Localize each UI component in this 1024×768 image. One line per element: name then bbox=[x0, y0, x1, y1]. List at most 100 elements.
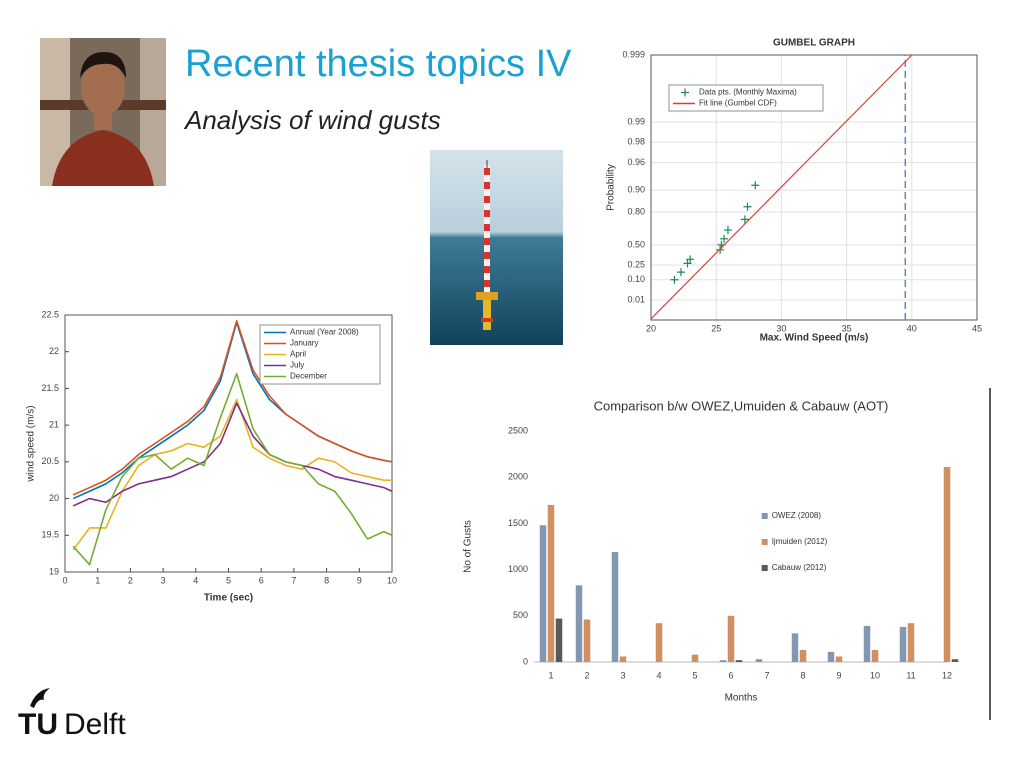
bar bbox=[951, 659, 959, 662]
bar bbox=[943, 467, 951, 662]
mast-photo bbox=[430, 150, 563, 345]
y-tick-label: 0.50 bbox=[627, 239, 645, 249]
x-tick-label: 45 bbox=[972, 323, 982, 333]
x-tick-label: 1 bbox=[95, 575, 100, 585]
x-tick-label: 25 bbox=[711, 323, 721, 333]
x-tick-label: 5 bbox=[692, 670, 697, 680]
logo-delft: Delft bbox=[64, 708, 126, 741]
legend-label: Annual (Year 2008) bbox=[290, 328, 359, 337]
x-tick-label: 20 bbox=[646, 323, 656, 333]
bar bbox=[899, 626, 907, 662]
plot-frame bbox=[650, 54, 978, 321]
y-tick-label: 0.25 bbox=[627, 259, 645, 269]
x-tick-label: 3 bbox=[161, 575, 166, 585]
legend-swatch bbox=[681, 88, 689, 97]
bar bbox=[835, 656, 843, 662]
logo-tu: TU bbox=[18, 708, 58, 741]
legend-label: Data pts. (Monthly Maxima) bbox=[699, 88, 797, 97]
bar bbox=[719, 660, 727, 662]
chart-background bbox=[455, 388, 965, 714]
bar bbox=[799, 649, 807, 662]
x-tick-label: 11 bbox=[906, 670, 915, 680]
legend-swatch bbox=[761, 513, 768, 519]
bar bbox=[735, 660, 743, 662]
x-tick-label: 7 bbox=[291, 575, 296, 585]
x-tick-label: 9 bbox=[357, 575, 362, 585]
x-tick-label: 30 bbox=[776, 323, 786, 333]
bar bbox=[575, 585, 583, 662]
bar bbox=[583, 619, 591, 662]
x-tick-label: 40 bbox=[907, 323, 917, 333]
series-line bbox=[72, 402, 393, 507]
y-tick-label: 20 bbox=[49, 493, 59, 503]
bar bbox=[655, 623, 663, 662]
y-tick-label: 21 bbox=[49, 420, 59, 430]
chart-title: Comparison b/w OWEZ,Umuiden & Cabauw (AO… bbox=[594, 398, 889, 413]
slide-title: Recent thesis topics IV bbox=[185, 43, 572, 85]
logo-flame bbox=[30, 688, 50, 708]
x-tick-label: 5 bbox=[226, 575, 231, 585]
legend-label: OWEZ (2008) bbox=[772, 511, 822, 520]
chart: 0 500 1000 1500 2000 2500 Comparison b/w OWEZ,… bbox=[455, 388, 965, 714]
data-point bbox=[720, 234, 729, 243]
x-tick-label: 4 bbox=[656, 670, 661, 680]
y-tick-label: 19.5 bbox=[41, 530, 59, 540]
y-tick-label: 0.90 bbox=[627, 185, 645, 195]
data-point bbox=[683, 259, 692, 268]
bar bbox=[619, 656, 627, 662]
x-tick-label: 0 bbox=[62, 575, 67, 585]
y-axis-label: Probability bbox=[606, 164, 617, 211]
series-line bbox=[72, 372, 393, 566]
y-tick-label: 19 bbox=[49, 566, 59, 576]
legend-label: Ijmuiden (2012) bbox=[772, 537, 828, 546]
x-tick-label: 10 bbox=[870, 670, 880, 680]
bar bbox=[907, 623, 915, 662]
y-tick-label: 0 bbox=[523, 656, 528, 666]
x-axis-label: Time (sec) bbox=[204, 593, 253, 604]
legend-label: Fit line (Gumbel CDF) bbox=[699, 99, 777, 108]
chart-background bbox=[600, 32, 986, 346]
x-tick-label: 1 bbox=[548, 670, 553, 680]
chart: 0.01 0.10 0.25 0.50 0.80 0.90 0.96 0.98 0.99 0.99… bbox=[600, 32, 986, 346]
legend-label: Cabauw (2012) bbox=[772, 563, 827, 572]
bar bbox=[555, 618, 563, 662]
y-tick-label: 0.10 bbox=[627, 274, 645, 284]
x-tick-label: 2 bbox=[128, 575, 133, 585]
series-line bbox=[72, 398, 392, 551]
y-tick-label: 0.01 bbox=[627, 294, 645, 304]
x-axis-label: Months bbox=[725, 693, 758, 704]
x-tick-label: 8 bbox=[800, 670, 805, 680]
bar bbox=[755, 659, 763, 662]
portrait-photo bbox=[40, 38, 166, 186]
y-tick-label: 20.5 bbox=[41, 456, 59, 466]
data-point bbox=[670, 275, 679, 284]
slide-subtitle: Analysis of wind gusts bbox=[183, 105, 441, 135]
y-tick-label: 500 bbox=[513, 610, 528, 620]
chart-title: GUMBEL GRAPH bbox=[773, 38, 855, 49]
y-tick-label: 0.98 bbox=[627, 137, 645, 147]
y-tick-label: 2500 bbox=[508, 425, 528, 435]
chart: 19 19.5 20 20.5 21 21.5 22 22.5 0 1 2 3 4 5 6 7 8 9 10 Time… bbox=[26, 305, 402, 611]
x-tick-label: 35 bbox=[842, 323, 852, 333]
y-axis-label: No of Gusts bbox=[463, 520, 474, 573]
legend-box bbox=[668, 84, 824, 112]
plot-frame bbox=[64, 314, 393, 573]
bar bbox=[871, 649, 879, 662]
bar bbox=[727, 615, 735, 662]
bar bbox=[611, 552, 619, 662]
y-tick-label: 1500 bbox=[508, 518, 528, 528]
legend-label: December bbox=[290, 372, 327, 381]
x-axis-label: Max. Wind Speed (m/s) bbox=[760, 333, 869, 344]
bar bbox=[691, 654, 699, 662]
data-point bbox=[686, 255, 695, 264]
data-point bbox=[751, 181, 760, 190]
x-tick-label: 7 bbox=[764, 670, 769, 680]
bar bbox=[827, 651, 835, 662]
legend-swatch bbox=[761, 565, 768, 571]
legend-label: January bbox=[290, 339, 318, 348]
legend-swatch bbox=[761, 539, 768, 545]
x-tick-label: 8 bbox=[324, 575, 329, 585]
x-tick-label: 3 bbox=[620, 670, 625, 680]
